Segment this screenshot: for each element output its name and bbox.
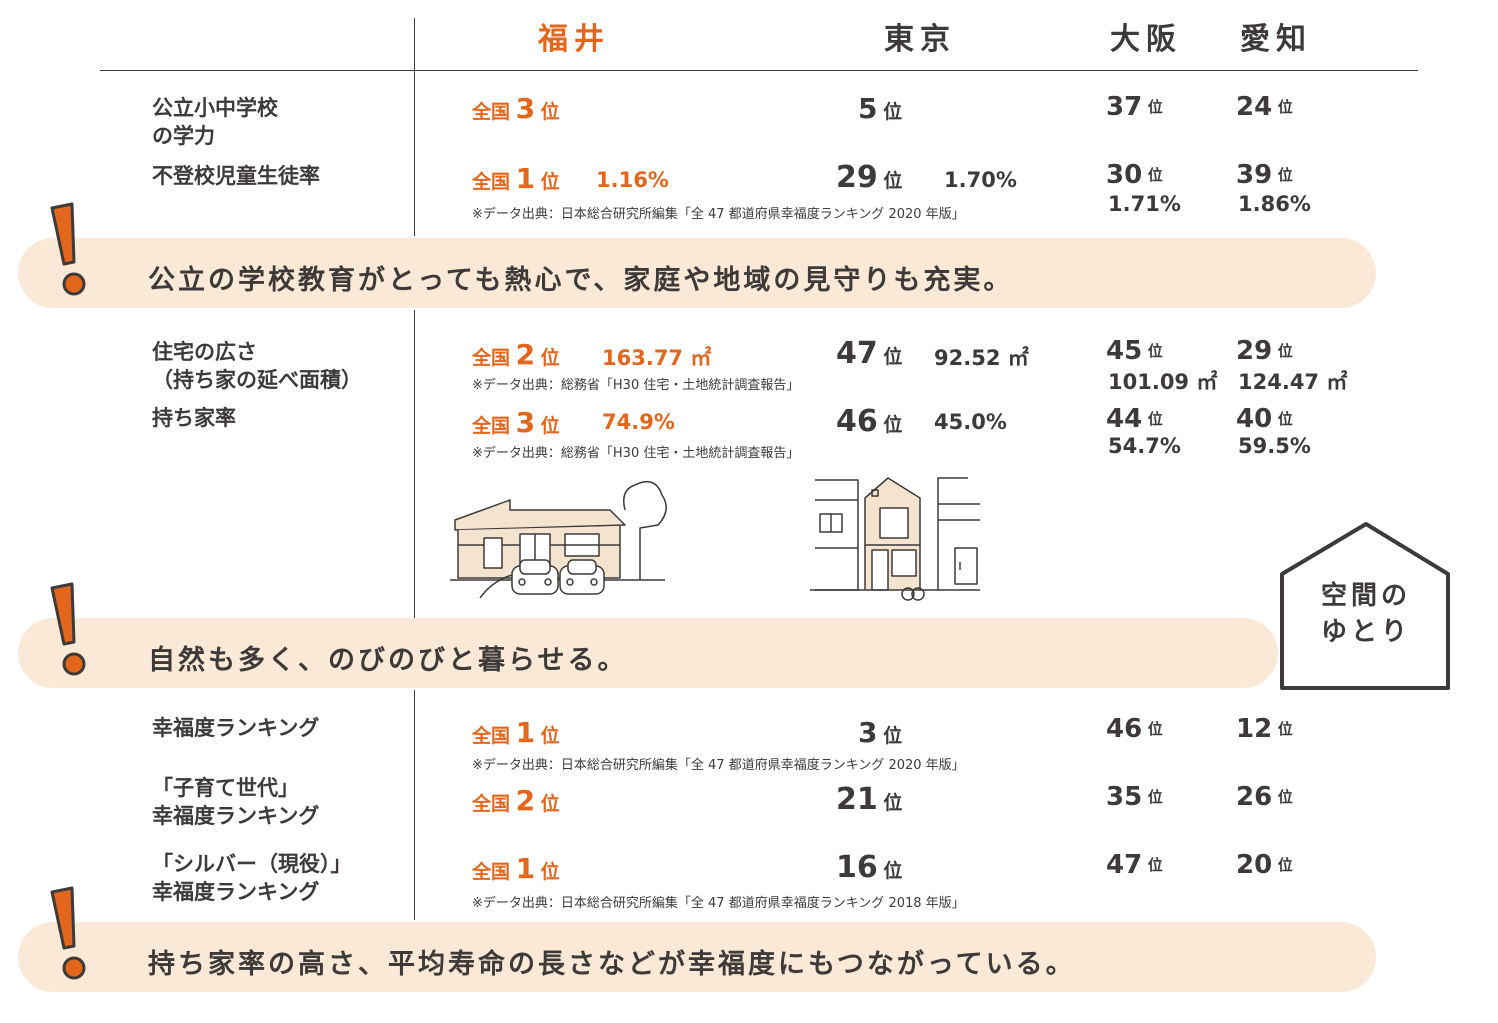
osaka-value-homeownership: 54.7% bbox=[1108, 434, 1181, 458]
banner-3-text: 持ち家率の高さ、平均寿命の長さなどが幸福度にもつながっている。 bbox=[148, 949, 1076, 980]
exclamation-icon bbox=[50, 886, 86, 980]
aichi-rank-silver-happiness: 20 位 bbox=[1236, 850, 1293, 880]
fukui-value-truancy: 1.16% bbox=[596, 168, 669, 192]
source-note-happiness: ※データ出典：日本総合研究所編集「全 47 都道府県幸福度ランキング 2020 … bbox=[472, 758, 965, 773]
exclamation-icon bbox=[50, 582, 86, 676]
fukui-rank-house-area: 全国 2 位 bbox=[472, 338, 560, 371]
header-divider bbox=[100, 70, 1418, 71]
house-badge-text: 空間の ゆとり bbox=[1320, 581, 1411, 647]
fukui-rank-happiness: 全国 1 位 bbox=[472, 716, 560, 749]
tokyo-rank-truancy: 29 位 bbox=[836, 160, 903, 195]
tokyo-value-truancy: 1.70% bbox=[944, 168, 1017, 192]
osaka-value-house-area: 101.09 ㎡ bbox=[1108, 370, 1218, 394]
aichi-rank-truancy: 39 位 bbox=[1236, 160, 1293, 190]
aichi-rank-academic: 24 位 bbox=[1236, 92, 1293, 122]
banner-3 bbox=[18, 922, 1376, 992]
row-label-truancy: 不登校児童生徒率 bbox=[152, 164, 320, 188]
row-label-academic: 公立小中学校 の学力 bbox=[152, 96, 278, 148]
tokyo-rank-house-area: 47 位 bbox=[836, 336, 903, 371]
osaka-rank-house-area: 45 位 bbox=[1106, 336, 1163, 366]
row-label-house-area: 住宅の広さ （持ち家の延べ面積） bbox=[152, 340, 362, 392]
aichi-value-truancy: 1.86% bbox=[1238, 192, 1311, 216]
banner-1 bbox=[18, 238, 1376, 308]
column-header-tokyo: 東京 bbox=[884, 22, 956, 57]
aichi-rank-child-happiness: 26 位 bbox=[1236, 782, 1293, 812]
aichi-rank-house-area: 29 位 bbox=[1236, 336, 1293, 366]
tokyo-value-house-area: 92.52 ㎡ bbox=[934, 346, 1029, 370]
fukui-value-homeownership: 74.9% bbox=[602, 410, 675, 434]
tokyo-house-illustration bbox=[810, 477, 980, 601]
source-note-truancy: ※データ出典：日本総合研究所編集「全 47 都道府県幸福度ランキング 2020 … bbox=[472, 207, 965, 222]
house-icon bbox=[1280, 522, 1450, 690]
tokyo-rank-child-happiness: 21 位 bbox=[836, 782, 903, 817]
banner-2 bbox=[18, 618, 1278, 688]
tokyo-rank-homeownership: 46 位 bbox=[836, 404, 903, 439]
row-label-silver-happiness: 「シルバー（現役）」 幸福度ランキング bbox=[152, 852, 352, 904]
source-note-house-area: ※データ出典：総務省「H30 住宅・土地統計調査報告」 bbox=[472, 378, 800, 393]
row-label-child-happiness: 「子育て世代」 幸福度ランキング bbox=[152, 776, 320, 828]
osaka-rank-homeownership: 44 位 bbox=[1106, 404, 1163, 434]
column-divider-3 bbox=[414, 690, 415, 920]
row-label-homeownership: 持ち家率 bbox=[152, 406, 236, 430]
osaka-rank-truancy: 30 位 bbox=[1106, 160, 1163, 190]
aichi-value-homeownership: 59.5% bbox=[1238, 434, 1311, 458]
aichi-rank-happiness: 12 位 bbox=[1236, 714, 1293, 744]
banner-1-text: 公立の学校教育がとっても熱心で、家庭や地域の見守りも充実。 bbox=[148, 265, 1014, 296]
column-header-osaka: 大阪 bbox=[1110, 22, 1182, 57]
osaka-rank-happiness: 46 位 bbox=[1106, 714, 1163, 744]
tokyo-value-homeownership: 45.0% bbox=[934, 410, 1007, 434]
fukui-value-house-area: 163.77 ㎡ bbox=[602, 346, 712, 370]
fukui-house-illustration bbox=[450, 480, 667, 599]
osaka-rank-academic: 37 位 bbox=[1106, 92, 1163, 122]
source-note-silver-happiness: ※データ出典：日本総合研究所編集「全 47 都道府県幸福度ランキング 2018 … bbox=[472, 896, 965, 911]
column-divider-2 bbox=[414, 310, 415, 618]
osaka-rank-silver-happiness: 47 位 bbox=[1106, 850, 1163, 880]
osaka-value-truancy: 1.71% bbox=[1108, 192, 1181, 216]
source-note-homeownership: ※データ出典：総務省「H30 住宅・土地統計調査報告」 bbox=[472, 446, 800, 461]
column-header-fukui: 福井 bbox=[538, 22, 610, 57]
tokyo-rank-happiness: 3 位 bbox=[858, 716, 903, 749]
fukui-rank-academic: 全国 3 位 bbox=[472, 92, 560, 125]
row-label-happiness: 幸福度ランキング bbox=[152, 716, 320, 740]
fukui-rank-truancy: 全国 1 位 bbox=[472, 162, 560, 195]
exclamation-icon bbox=[50, 202, 86, 296]
fukui-rank-child-happiness: 全国 2 位 bbox=[472, 784, 560, 817]
aichi-value-house-area: 124.47 ㎡ bbox=[1238, 370, 1348, 394]
tokyo-rank-academic: 5 位 bbox=[858, 92, 903, 125]
fukui-rank-homeownership: 全国 3 位 bbox=[472, 406, 560, 439]
column-header-aichi: 愛知 bbox=[1240, 22, 1312, 57]
column-divider-1 bbox=[414, 18, 415, 236]
aichi-rank-homeownership: 40 位 bbox=[1236, 404, 1293, 434]
banner-2-text: 自然も多く、のびのびと暮らせる。 bbox=[148, 645, 628, 676]
fukui-rank-silver-happiness: 全国 1 位 bbox=[472, 852, 560, 885]
tokyo-rank-silver-happiness: 16 位 bbox=[836, 850, 903, 885]
osaka-rank-child-happiness: 35 位 bbox=[1106, 782, 1163, 812]
